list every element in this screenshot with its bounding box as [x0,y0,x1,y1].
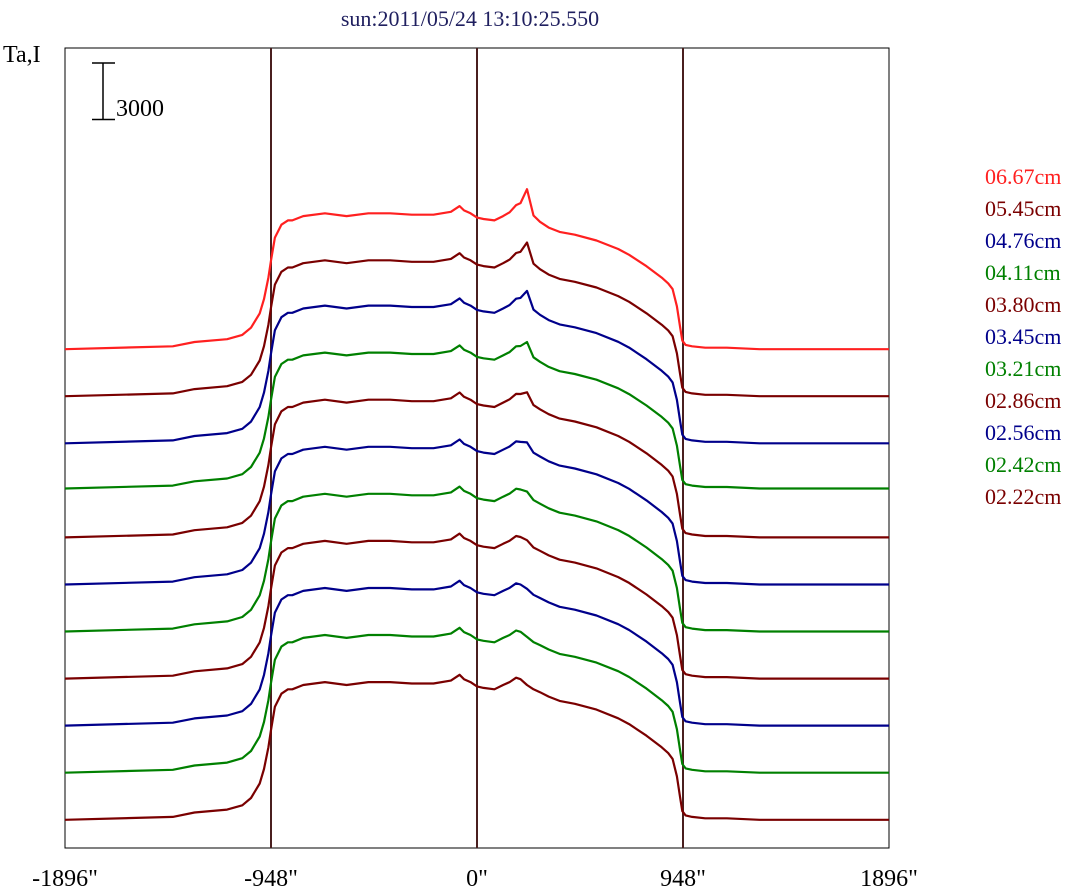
series-line-05.45cm [64,241,889,398]
x-tick-labels: -1896" -948" 0" 948" 1896" [32,866,918,892]
series-lines [64,188,889,821]
legend-item-03.21cm: 03.21cm [985,356,1061,381]
x-tick-label-1: -948" [244,866,298,892]
legend-item-02.56cm: 02.56cm [985,420,1061,445]
x-tick-label-3: 948" [660,866,706,892]
legend-item-03.45cm: 03.45cm [985,324,1061,349]
series-line-03.45cm [64,438,889,586]
series-line-02.86cm [64,532,889,680]
series-line-03.21cm [64,485,889,633]
series-line-02.42cm [64,626,889,774]
legend-item-05.45cm: 05.45cm [985,196,1061,221]
legend-item-02.86cm: 02.86cm [985,388,1061,413]
series-line-04.76cm [64,289,889,445]
scale-bar-label: 3000 [116,96,164,122]
series-line-03.80cm [64,391,889,539]
x-tick-label-0: -1896" [32,866,98,892]
scale-bar: 3000 [92,62,164,122]
y-axis-label: Ta,I [3,42,41,68]
legend-item-02.22cm: 02.22cm [985,484,1061,509]
legend-item-06.67cm: 06.67cm [985,164,1061,189]
legend: 06.67cm 05.45cm 04.76cm 04.11cm 03.80cm 03.45… [985,164,1061,509]
legend-item-03.80cm: 03.80cm [985,292,1061,317]
legend-item-04.11cm: 04.11cm [985,260,1061,285]
series-line-04.11cm [64,340,889,490]
legend-item-04.76cm: 04.76cm [985,228,1061,253]
series-line-06.67cm [64,188,889,351]
x-tick-label-2: 0" [466,866,488,892]
x-tick-label-4: 1896" [860,866,918,892]
series-line-02.22cm [64,673,889,821]
series-line-02.56cm [64,579,889,727]
chart-title: sun:2011/05/24 13:10:25.550 [341,6,599,31]
legend-item-02.42cm: 02.42cm [985,452,1061,477]
